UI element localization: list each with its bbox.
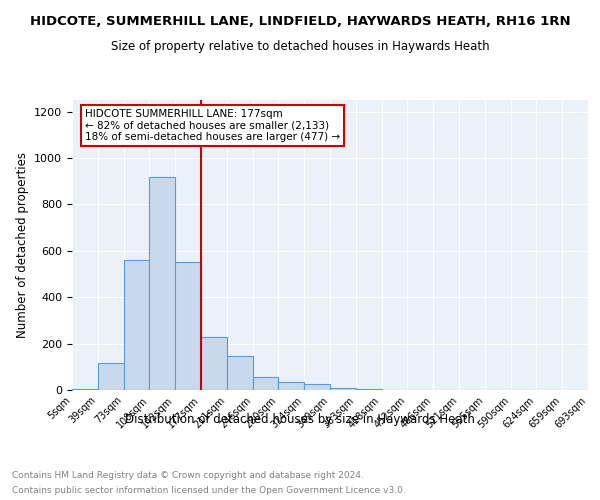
Bar — [98, 364, 124, 390]
Text: HIDCOTE SUMMERHILL LANE: 177sqm
← 82% of detached houses are smaller (2,133)
18%: HIDCOTE SUMMERHILL LANE: 177sqm ← 82% of… — [85, 108, 340, 142]
Text: Contains HM Land Registry data © Crown copyright and database right 2024.: Contains HM Land Registry data © Crown c… — [12, 471, 364, 480]
Bar — [124, 260, 149, 390]
Text: HIDCOTE, SUMMERHILL LANE, LINDFIELD, HAYWARDS HEATH, RH16 1RN: HIDCOTE, SUMMERHILL LANE, LINDFIELD, HAY… — [29, 15, 571, 28]
Text: Contains public sector information licensed under the Open Government Licence v3: Contains public sector information licen… — [12, 486, 406, 495]
Text: Distribution of detached houses by size in Haywards Heath: Distribution of detached houses by size … — [125, 412, 475, 426]
Text: Size of property relative to detached houses in Haywards Heath: Size of property relative to detached ho… — [110, 40, 490, 53]
Bar — [72, 389, 98, 390]
Bar — [201, 336, 227, 390]
Bar — [278, 382, 304, 390]
Bar — [175, 262, 201, 390]
Bar — [253, 376, 278, 390]
Bar — [356, 389, 382, 390]
Bar — [304, 384, 330, 390]
Bar — [330, 388, 356, 390]
Bar — [227, 356, 253, 390]
Bar — [149, 176, 175, 390]
Y-axis label: Number of detached properties: Number of detached properties — [16, 152, 29, 338]
